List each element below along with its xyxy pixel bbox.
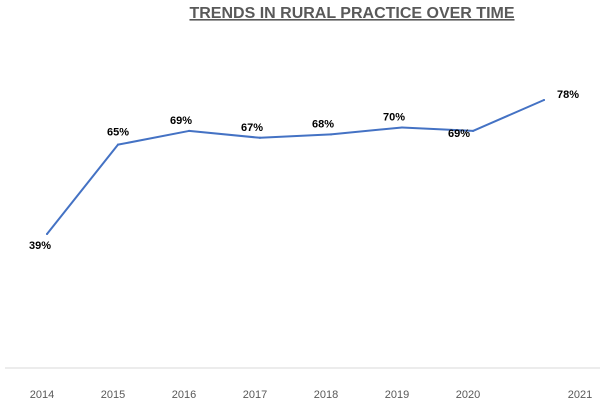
- data-point: [259, 136, 261, 139]
- x-tick-label: 2015: [101, 389, 125, 401]
- data-point: [330, 133, 332, 136]
- series-line-segment: [330, 126, 403, 136]
- x-tick-labels: 2014 2015 2016 2017 2018 2019 2020 2021: [30, 389, 592, 401]
- data-point: [472, 129, 474, 132]
- data-label: 69%: [448, 128, 470, 140]
- chart-title: TRENDS IN RURAL PRACTICE OVER TIME: [189, 5, 514, 22]
- series-line-segment: [472, 99, 545, 132]
- data-label: 70%: [383, 111, 405, 123]
- x-tick-label: 2016: [172, 389, 196, 401]
- x-tick-label: 2018: [314, 389, 338, 401]
- x-tick-label: 2017: [243, 389, 267, 401]
- x-tick-label: 2021: [568, 389, 592, 401]
- data-point: [543, 99, 545, 101]
- data-point: [401, 126, 403, 129]
- data-label: 68%: [312, 118, 334, 130]
- series-line-segment: [259, 133, 332, 139]
- x-tick-label: 2020: [456, 389, 480, 401]
- series-line-segment: [401, 126, 474, 132]
- x-tick-label: 2019: [385, 389, 409, 401]
- series-line-segment: [117, 129, 190, 146]
- series-line-segment: [46, 143, 119, 235]
- data-label: 67%: [241, 122, 263, 134]
- data-label: 65%: [107, 127, 129, 139]
- data-label-layer: 39% 65% 69% 67% 68% 70% 69% 78%: [29, 89, 579, 252]
- x-tick-label: 2014: [30, 389, 54, 401]
- data-label: 39%: [29, 240, 51, 252]
- data-point: [46, 233, 48, 235]
- series-line-segment: [188, 129, 261, 139]
- data-label: 78%: [557, 89, 579, 101]
- series-layer: [46, 99, 545, 235]
- data-point: [188, 129, 190, 132]
- data-point: [117, 143, 119, 146]
- data-label: 69%: [170, 115, 192, 127]
